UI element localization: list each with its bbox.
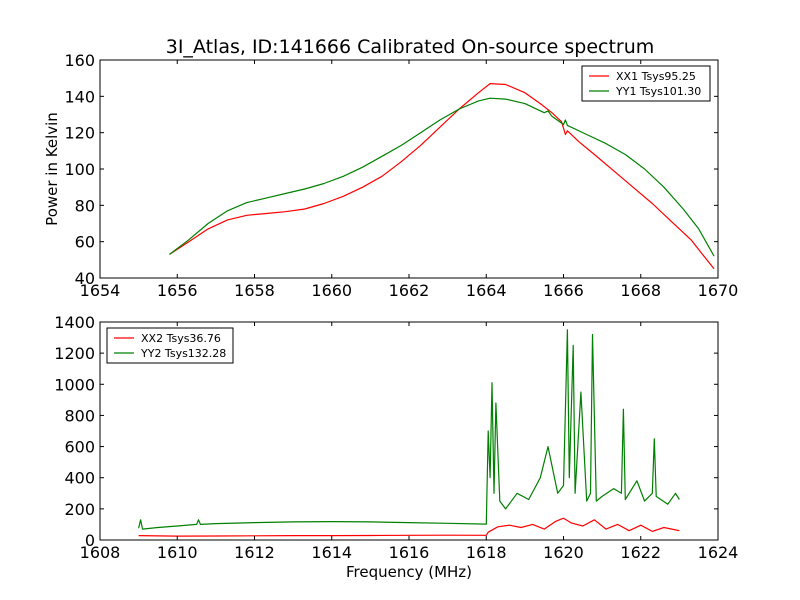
- x-tick-label: 1616: [389, 543, 430, 562]
- y-tick-label: 80: [75, 196, 95, 215]
- legend-label: YY1 Tsys101.30: [615, 85, 701, 98]
- y-tick-label: 0: [85, 531, 95, 550]
- x-tick-label: 1656: [157, 281, 198, 300]
- x-tick-label: 1664: [466, 281, 507, 300]
- y-axis-label: Power in Kelvin: [43, 112, 61, 226]
- legend-label: YY2 Tsys132.28: [140, 347, 226, 360]
- chart-title: 3I_Atlas, ID:141666 Calibrated On-source…: [166, 36, 655, 58]
- x-tick-label: 1666: [543, 281, 584, 300]
- y-tick-label: 200: [64, 500, 95, 519]
- x-tick-label: 1660: [311, 281, 352, 300]
- top-panel: 1654 1656 1658 1660 1662 1664 1666 1668 1670 40 60…: [43, 51, 738, 300]
- y-tick-label: 140: [64, 87, 95, 106]
- plot-area: [169, 82, 715, 270]
- series-line-yy1: [169, 97, 715, 257]
- series-line-yy2: [138, 329, 680, 530]
- x-tick-label: 1614: [311, 543, 352, 562]
- legend-label: XX1 Tsys95.25: [616, 70, 696, 83]
- x-tick-label: 1654: [80, 281, 121, 300]
- y-tick-label: 1000: [54, 375, 95, 394]
- x-tick-label: 1608: [80, 543, 121, 562]
- x-tick-label: 1668: [620, 281, 661, 300]
- x-tick-label: 1612: [234, 543, 275, 562]
- y-tick-label: 1200: [54, 344, 95, 363]
- x-tick-label: 1610: [157, 543, 198, 562]
- y-tick-label: 100: [64, 160, 95, 179]
- y-tick-label: 1400: [54, 313, 95, 332]
- legend: XX2 Tsys36.76 YY2 Tsys132.28: [106, 327, 234, 364]
- y-tick-label: 800: [64, 406, 95, 425]
- series-line-xx1: [169, 82, 715, 270]
- x-tick-label: 1618: [466, 543, 507, 562]
- y-tick-label: 40: [75, 269, 95, 288]
- y-tick-label: 160: [64, 51, 95, 70]
- legend-box: [581, 65, 711, 102]
- x-tick-label: 1620: [543, 543, 584, 562]
- y-tick-label: 120: [64, 124, 95, 143]
- y-tick-label: 600: [64, 438, 95, 457]
- x-tick-label: 1662: [389, 281, 430, 300]
- legend-label: XX2 Tsys36.76: [141, 332, 221, 345]
- legend-box: [106, 327, 234, 364]
- x-tick-label: 1622: [620, 543, 661, 562]
- y-tick-label: 400: [64, 469, 95, 488]
- x-axis-label: Frequency (MHz): [346, 563, 472, 581]
- x-tick-label: 1624: [698, 543, 739, 562]
- plot-area: [138, 329, 680, 537]
- series-line-xx2: [138, 517, 680, 537]
- bottom-panel: 1608 1610 1612 1614 1616 1618 1620 1622 1624 0 200…: [54, 313, 738, 581]
- x-tick-label: 1658: [234, 281, 275, 300]
- legend: XX1 Tsys95.25 YY1 Tsys101.30: [581, 65, 711, 102]
- y-tick-label: 60: [75, 233, 95, 252]
- x-tick-label: 1670: [698, 281, 739, 300]
